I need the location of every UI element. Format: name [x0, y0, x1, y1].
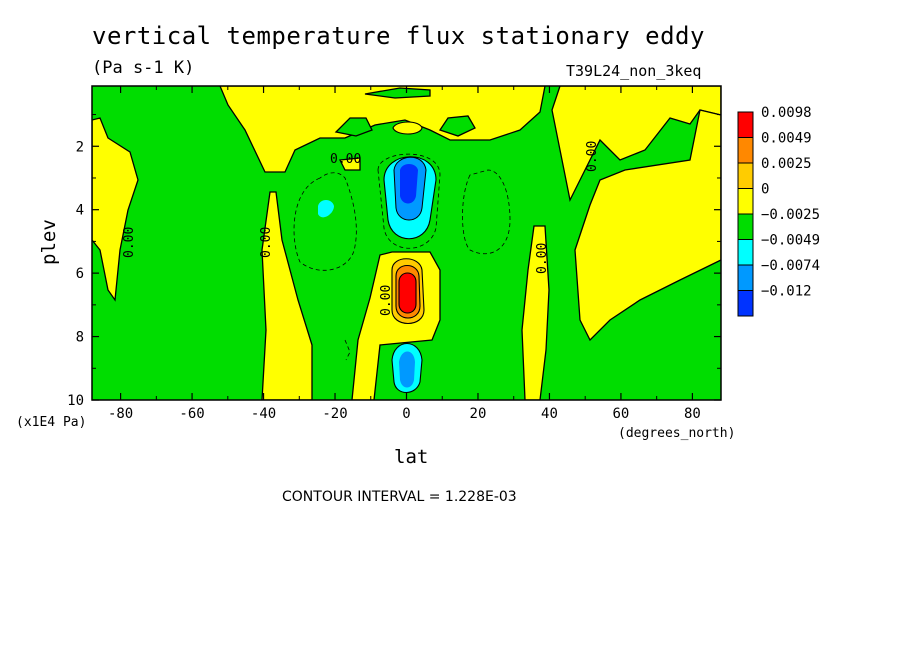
contour-label-4: 0.00	[379, 285, 394, 316]
contour-fill-layer	[92, 86, 721, 400]
legend-level-label: −0.0025	[761, 207, 820, 223]
contour-labels: 0.00 0.00 0.00 0.00 0.00 0.00	[122, 141, 600, 316]
legend-swatch	[737, 137, 754, 164]
fill-positive-nh	[574, 109, 721, 342]
fill-negative-lightblue-lower	[399, 351, 415, 388]
legend-swatch	[737, 162, 754, 189]
y-tick-label: 10	[67, 393, 84, 409]
axes-layer: -80 -60 -40 -20 0 20 40 60 80 2 4 6 8 10	[67, 86, 721, 422]
fill-green-patch-1	[334, 117, 373, 137]
contour-label-2: 0.00	[122, 227, 137, 258]
legend-level-label: −0.0074	[761, 258, 820, 274]
legend-level-label: 0.0098	[761, 105, 812, 121]
fill-green-top-strip	[364, 87, 431, 99]
legend-swatch	[737, 188, 754, 215]
y-axis-unit: (x1E4 Pa)	[16, 415, 87, 430]
legend-level-label: 0.0049	[761, 131, 812, 147]
fill-positive-red	[398, 272, 417, 314]
legend-level-label: 0	[761, 182, 769, 198]
fill-positive-top-ring	[392, 121, 423, 135]
legend-swatch	[737, 111, 754, 138]
x-tick-label: -60	[179, 406, 204, 422]
x-tick-label: 20	[470, 406, 487, 422]
x-axis-unit: (degrees_north)	[618, 426, 736, 441]
x-tick-label: 60	[613, 406, 630, 422]
contour-label-3: 0.00	[259, 227, 274, 258]
fill-green-patch-2	[438, 115, 476, 137]
legend-swatch	[737, 213, 754, 240]
y-tick-label: 2	[76, 139, 84, 155]
legend-swatch	[737, 290, 754, 317]
contour-interval: CONTOUR INTERVAL = 1.228E-03	[282, 489, 517, 505]
x-tick-label: -40	[251, 406, 276, 422]
legend-level-label: −0.0049	[761, 233, 820, 249]
contour-label-6: 0.00	[585, 141, 600, 172]
y-tick-label: 8	[76, 330, 84, 346]
fill-positive-sh-edge	[92, 117, 139, 302]
legend-level-label: −0.012	[761, 284, 812, 300]
fill-positive-left-upper-band	[338, 157, 361, 171]
fill-negative-small-sh	[318, 200, 334, 218]
contour-label-5: 0.00	[535, 243, 550, 274]
y-tick-label: 4	[76, 203, 84, 219]
fill-positive-top	[219, 86, 546, 173]
experiment-id: T39L24_non_3keq	[566, 62, 702, 80]
colorbar-legend: 0.0098 0.0049 0.0025 0 −0.0025 −0.0049 −0.0074…	[737, 105, 820, 317]
chart-title: vertical temperature flux stationary edd…	[92, 22, 705, 50]
y-tick-label: 6	[76, 266, 84, 282]
x-tick-label: -20	[322, 406, 347, 422]
chart-units: (Pa s-1 K)	[92, 58, 195, 78]
x-axis-label: lat	[394, 446, 429, 468]
dashed-contours	[293, 153, 511, 361]
fill-negative-blue-upper	[400, 164, 418, 204]
contour-label-1: 0.00	[330, 152, 361, 167]
legend-level-label: 0.0025	[761, 156, 812, 172]
legend-swatch	[737, 239, 754, 266]
fill-positive-nh-column	[521, 225, 550, 400]
x-tick-label: -80	[108, 406, 133, 422]
x-tick-label: 0	[402, 406, 410, 422]
x-tick-label: 40	[541, 406, 558, 422]
fill-positive-sh-column	[261, 191, 313, 400]
legend-swatch	[737, 264, 754, 291]
x-tick-label: 80	[684, 406, 701, 422]
